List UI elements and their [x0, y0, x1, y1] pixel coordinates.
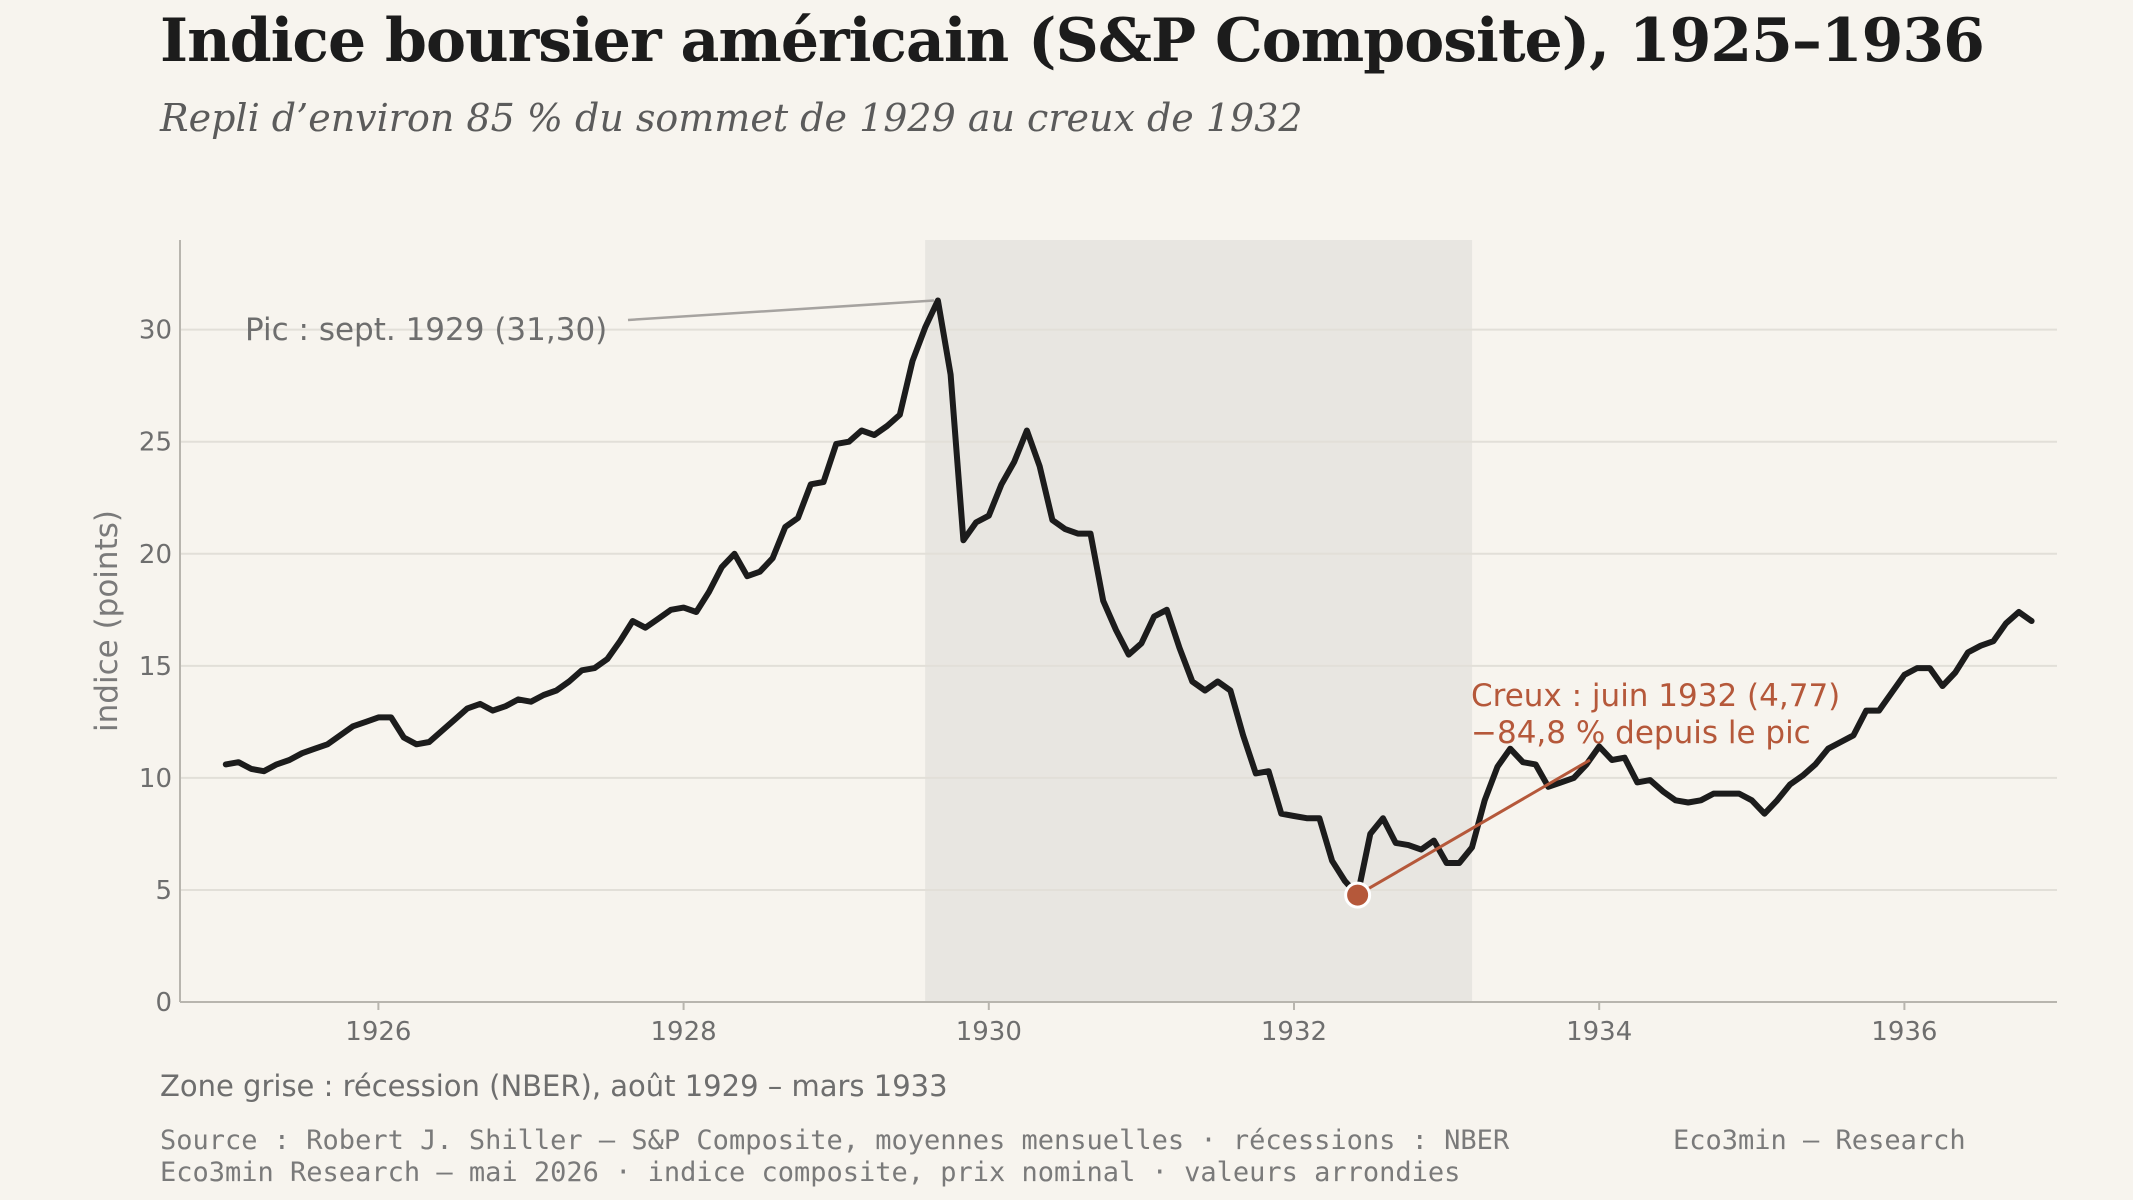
recession-band [925, 240, 1473, 1002]
x-tick-label: 1926 [345, 1017, 411, 1047]
series-line [222, 297, 2035, 899]
x-tick-label: 1936 [1871, 1017, 1937, 1047]
recession-note: Zone grise : récession (NBER), août 1929… [160, 1069, 948, 1103]
x-tick-label: 1928 [650, 1017, 716, 1047]
brand-label: Eco3min — Research [1673, 1125, 1966, 1156]
y-tick-label: 5 [155, 876, 172, 906]
y-axis-title: indice (points) [89, 510, 125, 732]
y-tick-label: 30 [139, 316, 172, 346]
y-tick-label: 10 [139, 764, 172, 794]
peak-label: Pic : sept. 1929 (31,30) [245, 312, 607, 348]
peak-leader-line [627, 299, 935, 322]
y-tick-label: 15 [139, 652, 172, 682]
chart-subtitle: Repli d’environ 85 % du sommet de 1929 a… [160, 96, 1303, 140]
credit-line: Eco3min Research — mai 2026 · indice com… [160, 1157, 1461, 1188]
trough-label: Creux : juin 1932 (4,77) [1471, 678, 1840, 714]
y-tick-label: 25 [139, 428, 172, 458]
x-tick-label: 1934 [1566, 1017, 1632, 1047]
trough-change-label: −84,8 % depuis le pic [1471, 715, 1811, 751]
x-tick-label: 1932 [1261, 1017, 1327, 1047]
trough-leader-line [1366, 758, 1591, 891]
x-tick-label: 1930 [956, 1017, 1022, 1047]
y-tick-label: 20 [139, 540, 172, 570]
source-line: Source : Robert J. Shiller — S&P Composi… [160, 1125, 1510, 1156]
trough-marker [1344, 881, 1372, 909]
y-tick-label: 0 [155, 988, 172, 1018]
chart-title: Indice boursier américain (S&P Composite… [160, 6, 1985, 76]
